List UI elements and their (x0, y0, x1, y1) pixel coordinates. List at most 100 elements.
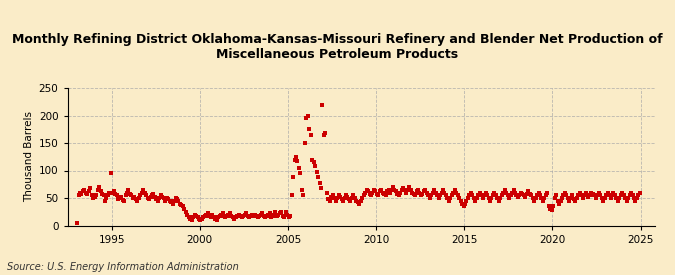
Point (375, 189, 385, 194)
Point (195, 218, 206, 222)
Point (489, 190, 500, 195)
Point (92, 188, 103, 192)
Point (86, 193, 97, 197)
Point (491, 193, 502, 197)
Point (387, 185, 398, 189)
Point (320, 131, 331, 135)
Point (115, 195, 126, 199)
Point (504, 196, 514, 200)
Point (323, 197, 333, 201)
Point (430, 190, 441, 195)
Point (517, 191, 528, 196)
Point (125, 191, 136, 196)
Point (605, 196, 616, 200)
Point (225, 211, 236, 216)
Point (329, 196, 340, 200)
Point (385, 190, 396, 195)
Point (129, 195, 140, 199)
Point (412, 188, 423, 192)
Point (210, 217, 221, 221)
Point (241, 211, 252, 216)
Point (448, 190, 459, 195)
Point (176, 202, 187, 207)
Point (344, 197, 354, 201)
Point (577, 196, 588, 200)
Point (84, 189, 95, 193)
Point (392, 191, 403, 196)
Point (238, 213, 248, 218)
Point (223, 212, 234, 217)
Point (296, 188, 307, 192)
Point (316, 186, 327, 190)
Point (541, 193, 551, 197)
Point (352, 200, 363, 205)
Point (560, 190, 570, 195)
Point (524, 191, 535, 196)
Point (502, 193, 513, 197)
Point (100, 199, 111, 203)
Point (564, 199, 575, 203)
Point (130, 197, 141, 201)
Point (304, 127, 315, 131)
Point (302, 113, 313, 118)
Point (326, 195, 337, 199)
Point (395, 190, 406, 195)
Point (542, 190, 553, 195)
Point (345, 199, 356, 203)
Point (477, 196, 488, 200)
Point (500, 188, 510, 192)
Point (275, 211, 286, 216)
Point (94, 185, 105, 189)
Point (626, 190, 637, 195)
Point (495, 196, 506, 200)
Point (370, 189, 381, 194)
Point (442, 196, 453, 200)
Point (178, 204, 188, 208)
Point (479, 193, 489, 197)
Point (620, 196, 630, 200)
Point (501, 190, 512, 195)
Point (244, 215, 254, 219)
Point (191, 213, 202, 218)
Point (110, 191, 121, 196)
Point (457, 201, 468, 206)
Point (175, 201, 186, 206)
Point (482, 193, 493, 197)
Point (439, 190, 450, 195)
Point (214, 213, 225, 218)
Point (98, 193, 109, 197)
Point (245, 213, 256, 218)
Point (396, 188, 407, 192)
Point (369, 188, 379, 192)
Point (468, 196, 479, 200)
Point (226, 213, 237, 218)
Point (209, 215, 219, 219)
Point (496, 193, 507, 197)
Point (148, 191, 159, 196)
Point (308, 160, 319, 164)
Point (155, 193, 166, 197)
Point (236, 215, 247, 219)
Point (475, 190, 485, 195)
Point (194, 217, 205, 221)
Point (493, 199, 504, 203)
Point (346, 196, 357, 200)
Point (276, 210, 287, 214)
Point (433, 196, 444, 200)
Point (611, 196, 622, 200)
Point (256, 211, 267, 216)
Point (516, 190, 526, 195)
Point (462, 196, 473, 200)
Point (85, 186, 96, 190)
Point (470, 199, 481, 203)
Point (305, 133, 316, 137)
Point (335, 195, 346, 199)
Point (407, 190, 418, 195)
Point (180, 210, 191, 214)
Point (373, 193, 383, 197)
Point (159, 196, 169, 200)
Point (135, 193, 146, 197)
Point (585, 193, 595, 197)
Point (554, 201, 564, 206)
Point (566, 196, 576, 200)
